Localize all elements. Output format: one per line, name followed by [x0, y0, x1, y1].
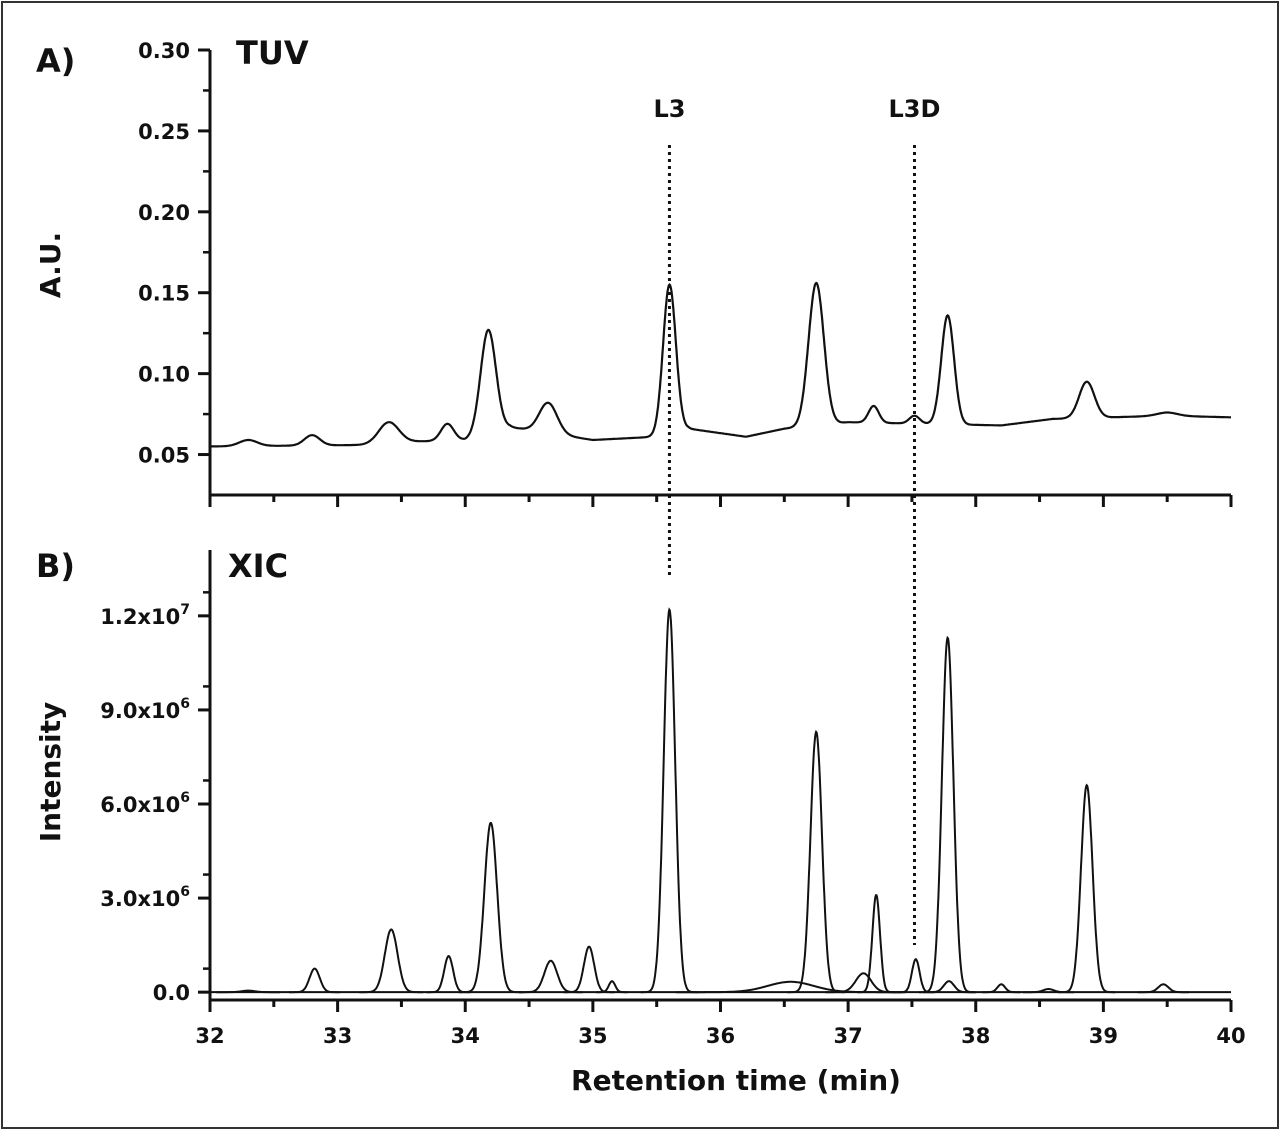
panel-b-xlabel: Retention time (min)	[571, 1064, 901, 1097]
xic-peak	[787, 729, 845, 994]
xic-traces	[210, 607, 1231, 994]
xic-peak	[458, 822, 523, 994]
panel-a: A) TUV A.U. 0.05 0.10 0.15 0.20 0.25 0.30	[34, 34, 1233, 507]
y-tick-label: 0.15	[138, 282, 190, 306]
annotation-label-l3: L3	[653, 95, 685, 123]
xic-peak	[675, 980, 906, 994]
panel-b-label: B)	[36, 547, 75, 585]
xic-peak	[982, 983, 1021, 994]
xic-peak	[359, 928, 424, 994]
y-tick-label: 0.20	[138, 201, 190, 225]
panel-b-ytick-labels: 0.0 3.0x106 6.0x106 9.0x106 1.2x107	[100, 602, 190, 1005]
x-tick-label: 36	[706, 1024, 735, 1048]
y-tick-label: 1.2x107	[100, 602, 190, 629]
xic-peak	[1058, 783, 1116, 994]
tuv-trace	[209, 281, 1231, 448]
panel-b: B) XIC Intensity 0.0 3.0x106 6.0x106 9.0x10…	[34, 547, 1246, 1097]
panel-b-xtick-labels: 32 33 34 35 36 37 38 39 40	[195, 1024, 1245, 1048]
y-tick-label: 0.30	[138, 39, 190, 63]
xic-peak	[563, 945, 615, 994]
y-tick-label: 0.10	[138, 363, 190, 387]
annotation-label-l3d: L3D	[889, 95, 941, 123]
y-tick-label: 3.0x106	[100, 884, 190, 911]
xic-peak	[289, 967, 341, 994]
panel-a-axes	[198, 48, 1233, 507]
panel-a-ytick-labels: 0.05 0.10 0.15 0.20 0.25 0.30	[138, 39, 190, 468]
panel-b-axes	[198, 550, 1233, 1012]
xic-peak	[1137, 983, 1189, 994]
x-tick-label: 33	[323, 1024, 352, 1048]
x-tick-label: 35	[578, 1024, 607, 1048]
y-tick-label: 0.0	[153, 981, 190, 1005]
panel-a-label: A)	[36, 42, 75, 80]
x-tick-label: 34	[451, 1024, 480, 1048]
xic-peak	[857, 894, 896, 994]
xic-peak	[640, 607, 698, 994]
y-tick-label: 0.05	[138, 444, 190, 468]
panel-b-title: XIC	[228, 547, 288, 585]
x-tick-label: 40	[1216, 1024, 1245, 1048]
panel-a-title: TUV	[236, 34, 309, 72]
xic-peak	[923, 980, 975, 994]
xic-peak	[216, 989, 281, 994]
y-tick-label: 0.25	[138, 120, 190, 144]
annotations: L3 L3D	[653, 95, 940, 945]
x-tick-label: 37	[834, 1024, 863, 1048]
panel-a-ylabel: A.U.	[34, 232, 67, 298]
x-tick-label: 32	[195, 1024, 224, 1048]
y-tick-label: 9.0x106	[100, 696, 190, 723]
x-tick-label: 39	[1089, 1024, 1118, 1048]
xic-peak	[596, 980, 628, 994]
panel-b-ylabel: Intensity	[34, 702, 67, 843]
xic-peak	[919, 635, 977, 994]
x-tick-label: 38	[961, 1024, 990, 1048]
y-tick-label: 6.0x106	[100, 790, 190, 817]
